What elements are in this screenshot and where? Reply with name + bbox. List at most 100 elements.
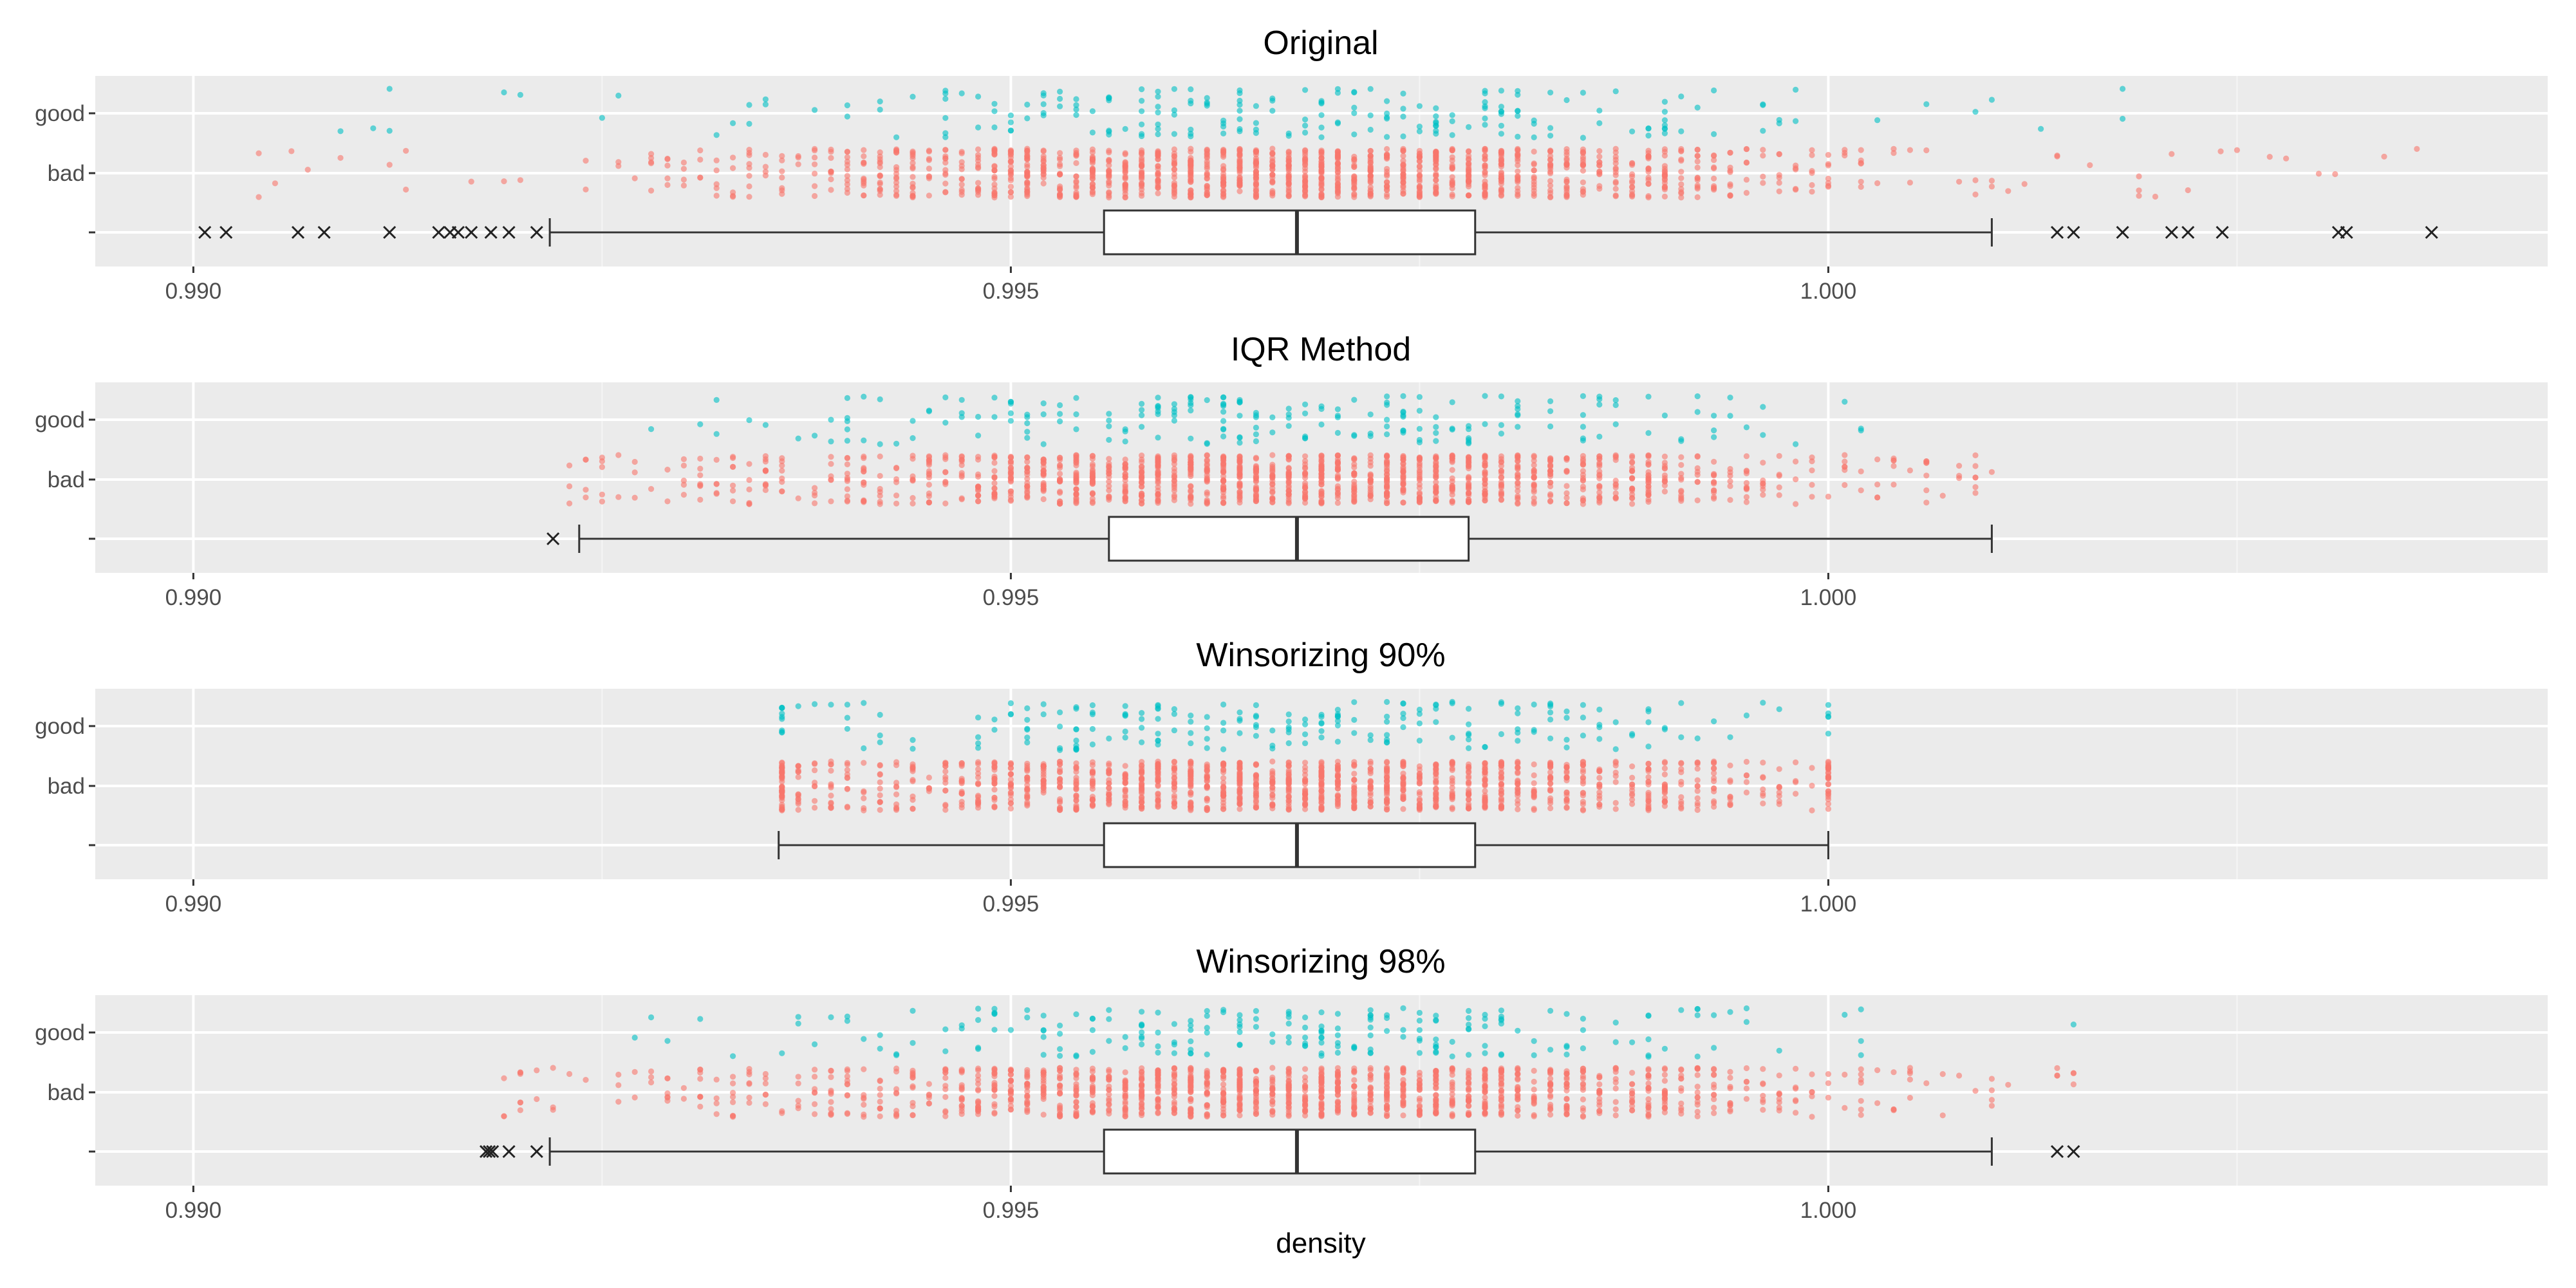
point-bad [1400, 759, 1406, 765]
point-bad [1253, 192, 1259, 199]
point-good [1073, 395, 1079, 401]
point-bad [1498, 803, 1504, 809]
point-bad [1171, 166, 1177, 173]
point-bad [1629, 467, 1636, 474]
panel-title: Original [1263, 24, 1378, 62]
outlier-stroke [383, 225, 397, 239]
point-good [1416, 738, 1423, 744]
point-good [1188, 718, 1194, 725]
point-bad [1547, 187, 1554, 194]
point-bad [1040, 763, 1047, 769]
point-bad [861, 788, 867, 794]
point-bad [1367, 157, 1374, 163]
point-bad [828, 767, 834, 774]
point-bad [1645, 459, 1652, 465]
point-bad [1171, 146, 1177, 153]
point-bad [861, 153, 867, 160]
point-bad [1351, 180, 1358, 186]
point-bad [1269, 172, 1276, 178]
point-good [1122, 728, 1128, 735]
point-bad [1793, 458, 1799, 465]
point-good [1515, 726, 1521, 733]
point-bad [1760, 480, 1766, 487]
point-bad [1334, 459, 1341, 466]
point-bad [844, 173, 850, 179]
point-bad [1515, 152, 1521, 158]
point-good [1776, 120, 1782, 127]
point-bad [730, 165, 736, 171]
point-bad [1661, 478, 1668, 485]
point-good [1384, 698, 1390, 705]
point-bad [1433, 185, 1439, 191]
point-bad [1007, 167, 1014, 174]
point-bad [2136, 192, 2142, 199]
point-bad [926, 148, 932, 154]
point-bad [1400, 481, 1406, 488]
point-good [1842, 398, 1848, 405]
point-bad [958, 182, 965, 188]
point-bad [1433, 479, 1439, 485]
point-bad [1351, 494, 1358, 501]
y-tick-label: good [35, 714, 85, 739]
point-bad [1302, 465, 1309, 472]
point-good [1188, 396, 1194, 403]
outlier-stroke [317, 225, 331, 239]
point-bad [1531, 161, 1537, 167]
point-good [1515, 411, 1521, 418]
x-tick-label: 0.990 [165, 1198, 222, 1223]
point-bad [1482, 797, 1488, 803]
point-bad [1220, 193, 1227, 200]
point-bad [877, 192, 883, 198]
point-bad [1515, 760, 1521, 766]
point-bad [910, 180, 916, 187]
point-bad [812, 783, 818, 789]
point-bad [1711, 760, 1717, 766]
point-good [1139, 400, 1145, 407]
point-bad [1531, 789, 1537, 795]
point-bad [1711, 770, 1717, 776]
point-bad [1661, 169, 1668, 175]
point-bad [1433, 177, 1439, 183]
point-good [1318, 421, 1325, 428]
point-bad [877, 792, 883, 799]
point-good [1024, 734, 1031, 741]
point-good [1416, 425, 1423, 432]
point-bad [1302, 159, 1309, 165]
point-bad [680, 478, 687, 484]
point-good [1400, 393, 1406, 400]
point-good [1645, 708, 1652, 714]
point-good [958, 397, 965, 403]
point-bad [1711, 471, 1717, 477]
point-bad [1678, 462, 1685, 469]
point-bad [1400, 781, 1406, 788]
point-bad [877, 762, 883, 769]
point-good [1204, 725, 1210, 731]
point-good [1449, 118, 1455, 124]
point-bad [1711, 175, 1717, 182]
point-bad [2283, 155, 2290, 162]
point-good [1285, 729, 1292, 736]
point-bad [1645, 469, 1652, 476]
point-bad [958, 472, 965, 478]
point-bad [1040, 768, 1047, 775]
point-bad [1269, 758, 1276, 765]
point-bad [1760, 153, 1766, 159]
point-bad [1629, 491, 1636, 498]
point-bad [1531, 467, 1537, 474]
point-bad [1433, 463, 1439, 470]
x-tick-label: 0.995 [983, 279, 1040, 304]
point-good [1596, 396, 1603, 402]
point-good [1253, 103, 1259, 109]
point-bad [1139, 768, 1145, 774]
point-good [1531, 120, 1537, 127]
point-bad [795, 791, 801, 798]
point-bad [910, 164, 916, 171]
point-bad [779, 168, 785, 174]
point-good [975, 433, 982, 439]
point-bad [1351, 455, 1358, 462]
point-good [1285, 740, 1292, 747]
point-bad [1367, 147, 1374, 154]
point-bad [958, 496, 965, 503]
point-bad [1073, 178, 1079, 185]
point-good [1367, 431, 1374, 437]
